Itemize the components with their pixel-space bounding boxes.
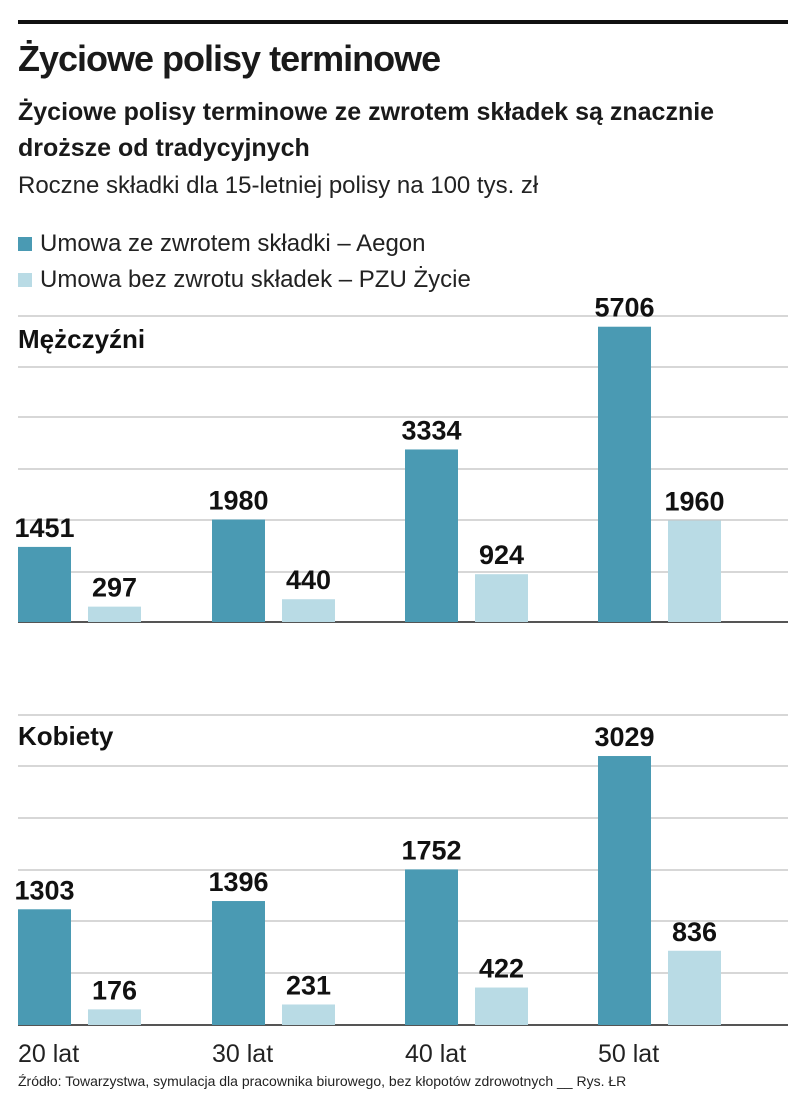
value-label-0-s0-c2: 3334: [401, 415, 461, 445]
tick-label-2: 40 lat: [405, 1040, 466, 1068]
value-label-1-s0-c2: 1752: [401, 835, 461, 865]
value-label-1-s0-c1: 1396: [208, 867, 268, 897]
bar-0-s0-c1: [212, 519, 265, 622]
value-label-1-s1-c1: 231: [286, 970, 331, 1000]
legend-item-pzu: Umowa bez zwrotu składek – PZU Życie: [18, 262, 471, 298]
value-label-0-s0-c1: 1980: [208, 486, 268, 516]
bar-1-s1-c3: [668, 950, 721, 1025]
tick-label-0: 20 lat: [18, 1040, 79, 1068]
bar-1-s1-c1: [282, 1004, 335, 1025]
bar-1-s0-c0: [18, 909, 71, 1025]
bar-0-s1-c3: [668, 520, 721, 622]
bar-1-s0-c2: [405, 869, 458, 1025]
value-label-0-s1-c0: 297: [92, 573, 137, 603]
bar-0-s1-c2: [475, 574, 528, 622]
bar-1-s1-c2: [475, 987, 528, 1025]
legend: Umowa ze zwrotem składki – Aegon Umowa b…: [18, 226, 471, 298]
bar-1-s0-c1: [212, 901, 265, 1025]
value-label-1-s1-c3: 836: [672, 917, 717, 947]
legend-label-pzu: Umowa bez zwrotu składek – PZU Życie: [40, 266, 471, 293]
value-label-1-s0-c3: 3029: [594, 722, 654, 752]
value-label-0-s1-c2: 924: [479, 540, 524, 570]
bar-0-s1-c1: [282, 599, 335, 622]
value-label-0-s1-c3: 1960: [664, 487, 724, 517]
panel-title-1: Kobiety: [18, 721, 114, 751]
value-label-0-s1-c1: 440: [286, 565, 331, 595]
panel-title-0: Mężczyźni: [18, 324, 145, 354]
legend-swatch-pzu: [18, 273, 32, 287]
bar-0-s0-c3: [598, 326, 651, 622]
chart-description: Roczne składki dla 15-letniej polisy na …: [18, 172, 539, 199]
tick-label-3: 50 lat: [598, 1040, 659, 1068]
bar-1-s0-c3: [598, 756, 651, 1025]
source-note: Źródło: Towarzystwa, symulacja dla praco…: [18, 1073, 627, 1089]
legend-item-aegon: Umowa ze zwrotem składki – Aegon: [18, 226, 471, 262]
value-label-0-s0-c3: 5706: [594, 293, 654, 323]
top-rule: [18, 20, 788, 24]
chart-subtitle: Życiowe polisy terminowe ze zwrotem skła…: [18, 98, 715, 162]
value-label-1-s1-c2: 422: [479, 954, 524, 984]
value-label-0-s0-c0: 1451: [14, 513, 74, 543]
value-label-1-s0-c0: 1303: [14, 875, 74, 905]
bar-0-s1-c0: [88, 606, 141, 622]
tick-label-1: 30 lat: [212, 1040, 273, 1068]
bar-0-s0-c0: [18, 546, 71, 622]
bar-0-s0-c2: [405, 449, 458, 622]
chart-title: Życiowe polisy terminowe: [18, 38, 441, 79]
legend-swatch-aegon: [18, 237, 32, 251]
value-label-1-s1-c0: 176: [92, 975, 137, 1005]
legend-label-aegon: Umowa ze zwrotem składki – Aegon: [40, 230, 426, 257]
bar-1-s1-c0: [88, 1009, 141, 1025]
